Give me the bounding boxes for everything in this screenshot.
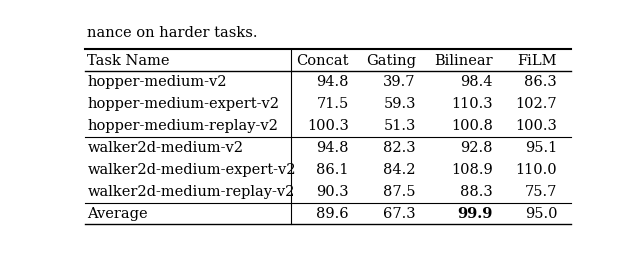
Text: 39.7: 39.7 [383,75,416,89]
Text: 100.3: 100.3 [515,119,557,133]
Text: 99.9: 99.9 [458,207,493,221]
Text: 84.2: 84.2 [383,163,416,177]
Text: hopper-medium-expert-v2: hopper-medium-expert-v2 [88,97,280,111]
Text: 89.6: 89.6 [316,207,349,221]
Text: 98.4: 98.4 [460,75,493,89]
Text: Concat: Concat [296,54,349,68]
Text: Bilinear: Bilinear [434,54,493,68]
Text: 51.3: 51.3 [383,119,416,133]
Text: Average: Average [88,207,148,221]
Text: 90.3: 90.3 [316,185,349,199]
Text: 86.3: 86.3 [524,75,557,89]
Text: nance on harder tasks.: nance on harder tasks. [88,26,258,40]
Text: hopper-medium-replay-v2: hopper-medium-replay-v2 [88,119,278,133]
Text: 95.1: 95.1 [525,141,557,155]
Text: FiLM: FiLM [518,54,557,68]
Text: 100.8: 100.8 [451,119,493,133]
Text: walker2d-medium-v2: walker2d-medium-v2 [88,141,243,155]
Text: 82.3: 82.3 [383,141,416,155]
Text: 95.0: 95.0 [525,207,557,221]
Text: 94.8: 94.8 [316,141,349,155]
Text: Task Name: Task Name [88,54,170,68]
Text: 59.3: 59.3 [383,97,416,111]
Text: 86.1: 86.1 [316,163,349,177]
Text: 94.8: 94.8 [316,75,349,89]
Text: 88.3: 88.3 [460,185,493,199]
Text: 100.3: 100.3 [307,119,349,133]
Text: walker2d-medium-expert-v2: walker2d-medium-expert-v2 [88,163,296,177]
Text: 71.5: 71.5 [317,97,349,111]
Text: 108.9: 108.9 [451,163,493,177]
Text: 87.5: 87.5 [383,185,416,199]
Text: 102.7: 102.7 [516,97,557,111]
Text: 92.8: 92.8 [460,141,493,155]
Text: 110.0: 110.0 [516,163,557,177]
Text: walker2d-medium-replay-v2: walker2d-medium-replay-v2 [88,185,295,199]
Text: 110.3: 110.3 [451,97,493,111]
Text: 75.7: 75.7 [525,185,557,199]
Text: 67.3: 67.3 [383,207,416,221]
Text: Gating: Gating [366,54,416,68]
Text: hopper-medium-v2: hopper-medium-v2 [88,75,227,89]
